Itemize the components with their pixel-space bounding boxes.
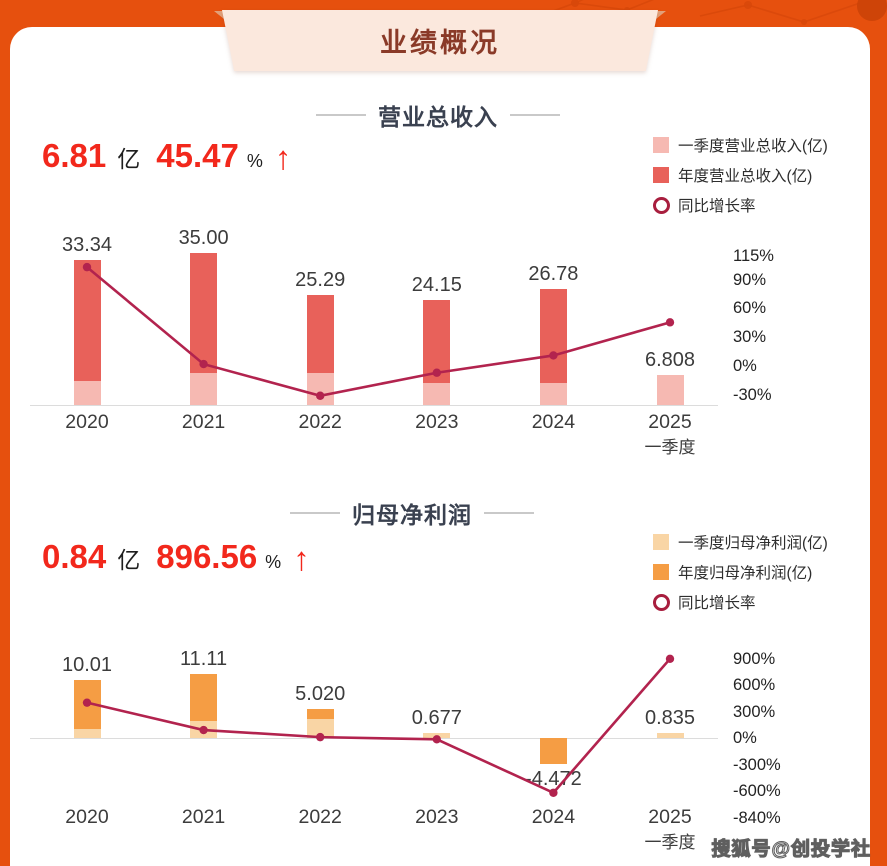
x-axis-line: [30, 738, 718, 739]
y-axis-tick: -300%: [733, 755, 781, 774]
legend-item: 一季度归母净利润(亿): [653, 527, 828, 557]
bar-value-label: 5.020: [295, 683, 346, 706]
legend-swatch-q1-profit: [653, 534, 669, 550]
x-axis-label: 2024: [531, 806, 576, 828]
profit-growth-value: 896.56: [156, 538, 258, 575]
bar-value-label: 24.15: [411, 273, 462, 296]
up-arrow-icon: ↑: [293, 540, 310, 577]
legend-label: 同比增长率: [678, 595, 756, 612]
bar-q1-2022: [306, 719, 334, 738]
bar-q1-2022: [306, 372, 334, 405]
legend-item: 同比增长率: [653, 190, 828, 220]
legend-item: 同比增长率: [653, 587, 828, 617]
revenue-unit-label: 亿: [117, 146, 141, 172]
x-axis-label: 2020: [65, 806, 109, 828]
bar-value-label: 33.34: [61, 233, 113, 256]
legend-label: 年度营业总收入(亿): [678, 168, 813, 185]
y-axis-tick: 60%: [733, 299, 767, 318]
y-axis-tick: 0%: [733, 357, 757, 375]
legend-label: 年度归母净利润(亿): [678, 565, 813, 582]
percent-sign: %: [265, 552, 282, 572]
bar-value-label: 10.01: [61, 654, 113, 677]
bar-value-label: 26.78: [528, 262, 579, 285]
legend-item: 年度营业总收入(亿): [653, 160, 828, 190]
x-axis-label: 2025: [648, 411, 692, 433]
bar-q1-2025: [656, 375, 684, 405]
percent-sign: %: [246, 151, 263, 171]
y-axis-tick: 115%: [733, 246, 774, 265]
bar-q1-2021: [190, 721, 218, 738]
bar-value-label: 11.11: [180, 648, 228, 671]
y-axis-tick: 900%: [733, 649, 776, 668]
bar-value-label: 0.677: [411, 707, 462, 730]
x-axis-label: 2022: [298, 806, 342, 828]
x-axis-label: 2025: [648, 806, 692, 828]
bar-q1-2023: [423, 733, 451, 738]
y-axis-tick: -30%: [733, 385, 772, 404]
bar-value-label: 0.835: [644, 707, 696, 730]
y-axis-tick: 90%: [733, 270, 767, 289]
bar-q1-2025: [656, 733, 684, 738]
banner-title: 业绩概况: [380, 28, 500, 58]
profit-chart-title-row: 归母净利润: [290, 498, 534, 528]
x-axis-label: 2023: [415, 411, 459, 433]
revenue-legend: 一季度营业总收入(亿) 年度营业总收入(亿) 同比增长率: [653, 130, 828, 220]
x-axis-sublabel: 一季度: [644, 833, 696, 852]
legend-label: 同比增长率: [678, 198, 756, 215]
x-axis-line: [30, 405, 718, 406]
revenue-q1-value: 6.81: [42, 137, 107, 174]
revenue-growth-value: 45.47: [156, 137, 239, 174]
legend-item: 一季度营业总收入(亿): [653, 130, 828, 160]
profit-chart-title: 归母净利润: [352, 502, 472, 528]
legend-swatch-annual-revenue: [653, 167, 669, 183]
bar-q1-2021: [190, 372, 218, 405]
legend-label: 一季度营业总收入(亿): [678, 138, 828, 155]
y-axis-tick: 0%: [733, 729, 757, 747]
y-axis-tick: -840%: [733, 808, 781, 827]
watermark: 搜狐号@创投学社: [711, 839, 871, 861]
legend-swatch-annual-profit: [653, 564, 669, 580]
legend-item: 年度归母净利润(亿): [653, 557, 828, 587]
bar-annual-2024: [539, 738, 567, 764]
x-axis-label: 2023: [415, 806, 459, 828]
profit-q1-value: 0.84: [42, 538, 107, 575]
title-divider-left: [316, 114, 366, 116]
profit-stats: 0.84 亿 896.56 % ↑: [42, 538, 310, 577]
bar-value-label: -4.472: [525, 767, 582, 790]
legend-label: 一季度归母净利润(亿): [678, 535, 828, 552]
y-axis-tick: 600%: [733, 676, 776, 694]
legend-swatch-growth-line: [653, 196, 670, 214]
ribbon-banner: 业绩概况: [222, 10, 658, 71]
legend-swatch-q1-revenue: [653, 137, 669, 153]
profit-unit-label: 亿: [117, 547, 141, 573]
x-axis-label: 2024: [531, 411, 576, 433]
title-divider-left: [290, 512, 340, 514]
y-axis-tick: 30%: [733, 328, 767, 347]
bar-value-label: 25.29: [295, 268, 346, 291]
revenue-stats: 6.81 亿 45.47 % ↑: [42, 137, 291, 176]
x-axis-sublabel: 一季度: [644, 438, 696, 457]
title-divider-right: [484, 512, 534, 514]
bar-q1-2020: [73, 728, 101, 738]
x-axis-label: 2020: [65, 411, 109, 433]
x-axis-label: 2021: [181, 806, 226, 828]
x-axis-label: 2022: [298, 411, 342, 433]
y-axis-tick: -600%: [733, 782, 781, 800]
revenue-chart-title: 营业总收入: [378, 104, 498, 130]
bar-value-label: 35.00: [178, 226, 229, 249]
up-arrow-icon: ↑: [274, 139, 292, 176]
x-axis-label: 2021: [181, 411, 226, 433]
title-divider-right: [510, 114, 560, 116]
bar-q1-2023: [423, 383, 451, 405]
legend-swatch-growth-line: [653, 593, 670, 611]
revenue-chart-title-row: 营业总收入: [316, 100, 560, 130]
bar-value-label: 6.808: [644, 349, 696, 372]
bar-q1-2020: [73, 381, 101, 405]
y-axis-tick: 300%: [733, 702, 776, 721]
profit-legend: 一季度归母净利润(亿) 年度归母净利润(亿) 同比增长率: [653, 527, 828, 617]
bar-q1-2024: [539, 382, 567, 405]
